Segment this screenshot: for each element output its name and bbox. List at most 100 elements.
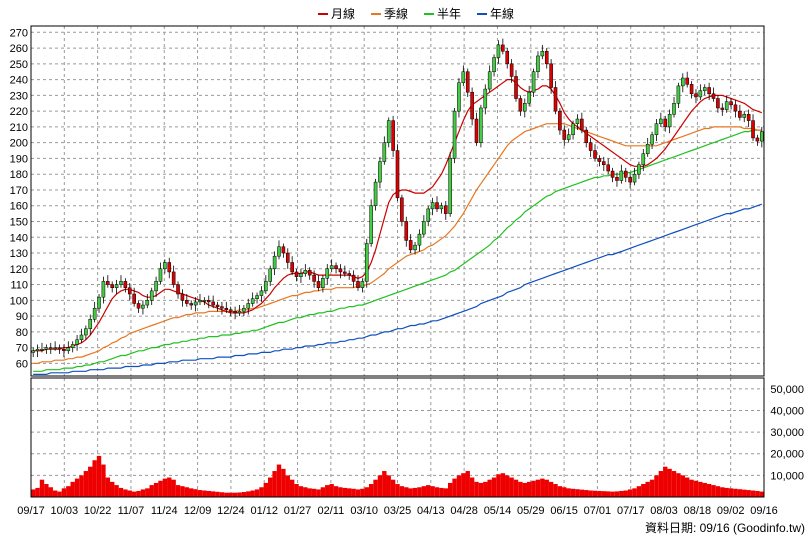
volume-bar: [408, 488, 413, 497]
volume-bar: [224, 492, 229, 497]
date-tick-label: 12/24: [217, 505, 245, 517]
candle-body: [198, 300, 202, 303]
volume-bar: [456, 475, 462, 497]
volume-tick-label: 20,000: [770, 449, 804, 461]
candle-body: [228, 309, 233, 312]
candle-body: [623, 170, 628, 178]
candle-body: [720, 107, 725, 110]
candle-body: [505, 50, 510, 65]
volume-bar: [241, 492, 247, 497]
candle-body: [154, 281, 158, 292]
volume-bar: [535, 479, 541, 497]
candle-body: [637, 164, 641, 175]
data-date-footer: 資料日期: 09/16 (Goodinfo.tw): [645, 521, 805, 535]
volume-bar: [232, 492, 238, 497]
date-tick-label: 02/11: [318, 505, 345, 517]
volume-bar: [377, 475, 383, 497]
legend-label-1: 季線: [384, 6, 408, 21]
candle-body: [558, 110, 562, 131]
volume-bar: [254, 489, 260, 497]
candle-body: [193, 301, 198, 306]
date-tick-label: 08/03: [650, 505, 678, 517]
date-tick-label: 07/17: [617, 505, 645, 517]
volume-bar: [276, 464, 282, 497]
legend-label-3: 年線: [490, 6, 514, 21]
candle-body: [580, 118, 584, 131]
candle-body: [474, 118, 479, 143]
volume-bar: [149, 485, 154, 497]
candle-body: [439, 205, 444, 210]
volume-bar: [759, 491, 764, 497]
candle-body: [220, 306, 224, 309]
volume-bar: [632, 488, 637, 497]
candle-body: [536, 55, 540, 72]
volume-bar: [693, 480, 699, 497]
volume-bar: [518, 481, 523, 497]
volume-bar: [728, 488, 734, 497]
volume-plot-frame: [30, 377, 765, 498]
volume-bar: [623, 490, 628, 497]
candle-body: [233, 311, 237, 314]
volume-bar: [500, 473, 506, 497]
volume-bar: [562, 487, 567, 497]
volume-bar: [715, 486, 721, 497]
candle-body: [386, 120, 391, 143]
candle-body: [158, 268, 163, 282]
candle-body: [479, 107, 483, 143]
volume-bar: [614, 491, 620, 497]
volume-bar: [96, 455, 102, 497]
volume-bar: [724, 487, 729, 497]
candle-body: [167, 262, 172, 273]
legend-label-2: 半年: [437, 7, 461, 21]
candlesticks: [31, 38, 764, 358]
volume-y-axis: 10,000 20,000 30,000 40,000 50,000: [770, 384, 804, 483]
candle-body: [215, 304, 220, 307]
volume-bar: [101, 464, 106, 497]
candle-body: [48, 347, 53, 349]
candle-body: [114, 284, 119, 288]
price-tick-label: 270: [10, 27, 28, 39]
candle-body: [351, 274, 356, 282]
date-tick-label: 09/17: [17, 505, 45, 517]
volume-bar: [746, 490, 751, 497]
volume-bar: [465, 471, 470, 497]
price-tick-label: 140: [10, 232, 28, 244]
price-tick-label: 250: [10, 59, 28, 71]
volume-bar: [491, 477, 497, 497]
price-tick-label: 230: [10, 90, 28, 102]
volume-bar: [592, 490, 598, 497]
volume-bar: [202, 490, 207, 497]
price-plot-frame: [30, 25, 765, 377]
volume-tick-label: 40,000: [770, 405, 804, 417]
volume-bar: [197, 490, 203, 497]
price-tick-label: 120: [10, 264, 28, 276]
volume-bars: [31, 455, 764, 497]
candle-body: [312, 274, 316, 282]
volume-bar: [92, 460, 97, 497]
candle-body: [584, 129, 589, 143]
volume-bar: [540, 478, 545, 497]
volume-bar: [522, 482, 527, 497]
candle-body: [66, 347, 71, 352]
ma-quarter-line: [33, 123, 762, 364]
candle-body: [237, 311, 242, 314]
date-tick-label: 09/16: [750, 505, 778, 517]
volume-bar: [259, 487, 264, 497]
ma-year-line: [33, 203, 762, 375]
candle-body: [615, 177, 619, 181]
candle-body: [145, 300, 150, 306]
candle-body: [742, 114, 747, 118]
volume-bar: [496, 474, 501, 497]
volume-bar: [702, 482, 707, 497]
price-tick-label: 240: [10, 75, 28, 87]
candle-body: [294, 271, 299, 277]
volume-bar: [461, 473, 466, 497]
volume-bar: [698, 481, 703, 497]
candle-body: [255, 295, 259, 299]
volume-bar: [39, 479, 45, 497]
price-tick-label: 160: [10, 201, 28, 213]
candle-body: [369, 205, 373, 244]
candle-body: [755, 137, 760, 142]
volume-bar: [88, 466, 93, 497]
price-tick-label: 200: [10, 138, 28, 150]
